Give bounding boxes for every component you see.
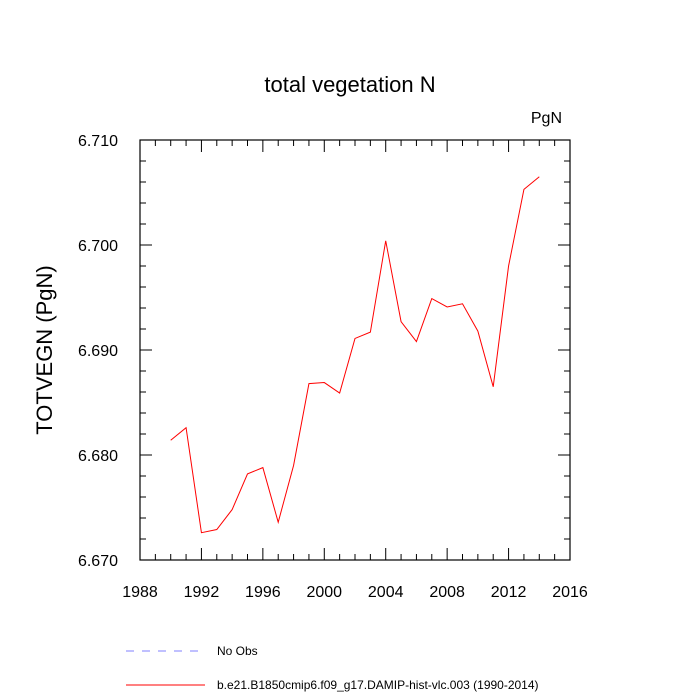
- chart-title: total vegetation N: [264, 72, 435, 97]
- y-axis-title: TOTVEGN (PgN): [32, 265, 57, 435]
- series-line: [170, 176, 540, 534]
- y-tick-label: 6.710: [78, 133, 118, 150]
- x-tick-label: 2008: [429, 584, 465, 601]
- x-tick-label: 1988: [122, 584, 158, 601]
- y-tick-label: 6.690: [78, 343, 118, 360]
- y-tick-label: 6.670: [78, 553, 118, 570]
- x-tick-label: 2012: [491, 584, 527, 601]
- x-tick-label: 2000: [306, 584, 342, 601]
- legend-label: b.e21.B1850cmip6.f09_g17.DAMIP-hist-vlc.…: [217, 678, 539, 692]
- x-tick-label: 1992: [184, 584, 220, 601]
- y-tick-label: 6.700: [78, 238, 118, 255]
- x-tick-label: 2004: [368, 584, 404, 601]
- plot-frame: [139, 139, 571, 561]
- units-label: PgN: [531, 110, 562, 127]
- x-tick-label: 1996: [245, 584, 281, 601]
- x-tick-label: 2016: [552, 584, 588, 601]
- y-tick-label: 6.680: [78, 448, 118, 465]
- legend-label: No Obs: [217, 644, 258, 658]
